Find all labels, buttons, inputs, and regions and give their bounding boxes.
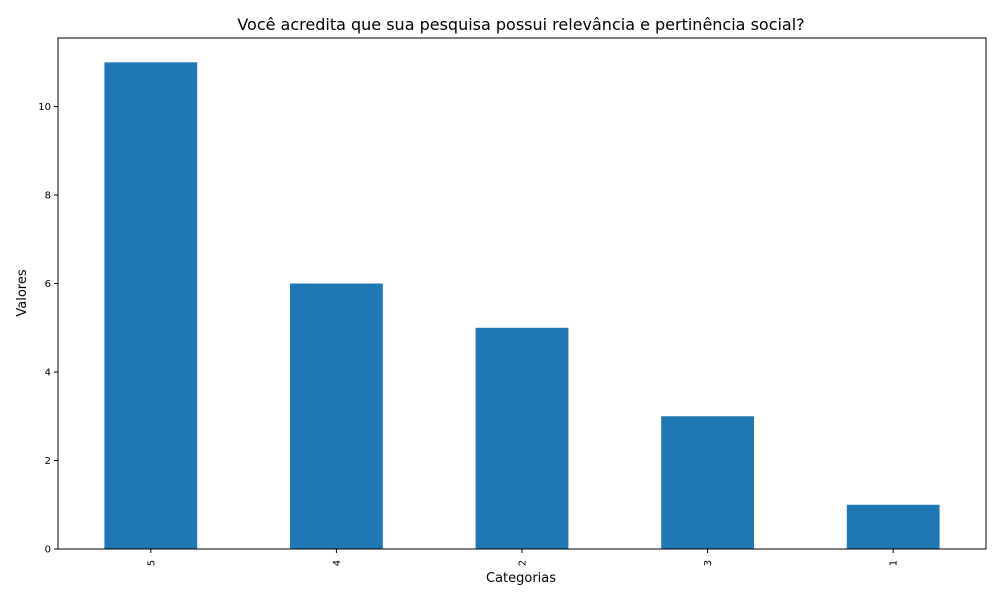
chart-title: Você acredita que sua pesquisa possui re… bbox=[237, 15, 804, 34]
y-axis-label: Valores bbox=[15, 269, 30, 316]
y-ticks-group: 0 2 4 6 8 10 bbox=[38, 102, 58, 556]
x-tick-label: 2 bbox=[518, 560, 529, 566]
y-tick-label: 6 bbox=[45, 279, 51, 290]
bar-5 bbox=[104, 62, 198, 549]
x-tick-label: 1 bbox=[889, 560, 900, 566]
x-tick-label: 5 bbox=[146, 560, 157, 566]
x-axis-label: Categorias bbox=[486, 571, 556, 586]
y-tick-label: 4 bbox=[45, 368, 51, 379]
plot-frame bbox=[57, 37, 987, 550]
y-tick-label: 0 bbox=[45, 545, 51, 556]
y-tick-label: 8 bbox=[45, 191, 51, 202]
x-tick-label: 3 bbox=[703, 560, 714, 566]
y-tick-label: 2 bbox=[45, 456, 51, 467]
bar-4 bbox=[290, 283, 383, 549]
bar-3 bbox=[661, 416, 754, 549]
bar-1 bbox=[846, 504, 940, 549]
x-ticks-group: 5 4 2 3 1 bbox=[146, 549, 900, 566]
y-tick-label: 10 bbox=[38, 102, 51, 113]
bars-group bbox=[104, 62, 940, 549]
bar-2 bbox=[475, 327, 569, 549]
x-tick-label: 4 bbox=[332, 560, 343, 566]
